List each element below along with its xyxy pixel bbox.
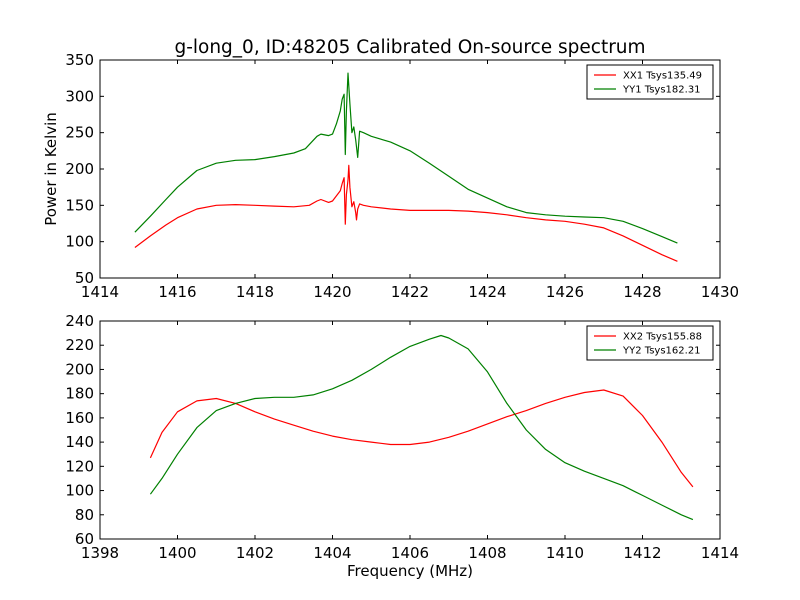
x-tick-label: 1402: [236, 544, 274, 562]
y-tick-label: 100: [65, 233, 94, 251]
legend-label: XX1 Tsys135.49: [623, 71, 702, 82]
legend-label: XX2 Tsys155.88: [623, 332, 702, 343]
legend: XX2 Tsys155.88 YY2 Tsys162.21: [586, 325, 714, 361]
y-tick-label: 140: [65, 433, 94, 451]
legend-box: [586, 325, 714, 361]
top-spectrum-panel: 1414 1416 1418 1420 1422 1424 1426 1428 1430 50 10…: [65, 51, 739, 301]
y-tick-label: 220: [65, 336, 94, 354]
x-tick-label: 1414: [81, 283, 119, 301]
series-line-1-1: [149, 334, 694, 521]
x-tick-label: 1404: [313, 544, 351, 562]
series-line-0-0: [134, 164, 678, 262]
x-axis-label: Frequency (MHz): [347, 562, 473, 580]
x-tick-label: 1418: [236, 283, 274, 301]
legend-label: YY1 Tsys182.31: [622, 85, 701, 96]
y-tick-label: 250: [65, 124, 94, 142]
bottom-spectrum-panel: 1398 1400 1402 1404 1406 1408 1410 1412 1414 60 80…: [65, 312, 739, 562]
y-tick-label: 240: [65, 312, 94, 330]
y-tick-label: 80: [75, 506, 94, 524]
x-tick-label: 1420: [313, 283, 351, 301]
legend-label: YY2 Tsys162.21: [622, 346, 701, 357]
x-tick-label: 1414: [701, 544, 739, 562]
series-line-0-1: [134, 72, 678, 244]
y-tick-label: 50: [75, 269, 94, 287]
x-tick-label: 1426: [546, 283, 584, 301]
legend-box: [586, 64, 714, 100]
y-tick-label: 150: [65, 196, 94, 214]
y-tick-label: 100: [65, 482, 94, 500]
x-tick-label: 1408: [468, 544, 506, 562]
x-tick-label: 1398: [81, 544, 119, 562]
x-tick-label: 1424: [468, 283, 506, 301]
y-tick-label: 200: [65, 160, 94, 178]
x-tick-label: 1406: [391, 544, 429, 562]
y-tick-label: 350: [65, 51, 94, 69]
x-tick-label: 1428: [623, 283, 661, 301]
x-tick-label: 1412: [623, 544, 661, 562]
x-tick-label: 1430: [701, 283, 739, 301]
x-tick-label: 1416: [158, 283, 196, 301]
y-tick-label: 60: [75, 530, 94, 548]
x-tick-label: 1410: [546, 544, 584, 562]
y-tick-label: 160: [65, 409, 94, 427]
x-tick-label: 1422: [391, 283, 429, 301]
series-line-1-0: [149, 389, 694, 488]
y-tick-label: 200: [65, 360, 94, 378]
x-tick-label: 1400: [158, 544, 196, 562]
y-axis-label: Power in Kelvin: [42, 112, 60, 226]
y-tick-label: 300: [65, 87, 94, 105]
y-tick-label: 180: [65, 385, 94, 403]
y-tick-label: 120: [65, 457, 94, 475]
legend: XX1 Tsys135.49 YY1 Tsys182.31: [586, 64, 714, 100]
chart-title: g-long_0, ID:48205 Calibrated On-source …: [174, 37, 645, 58]
